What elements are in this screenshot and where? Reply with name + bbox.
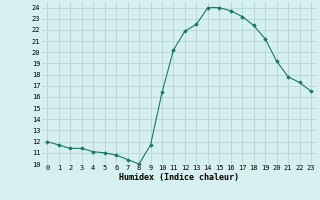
- X-axis label: Humidex (Indice chaleur): Humidex (Indice chaleur): [119, 173, 239, 182]
